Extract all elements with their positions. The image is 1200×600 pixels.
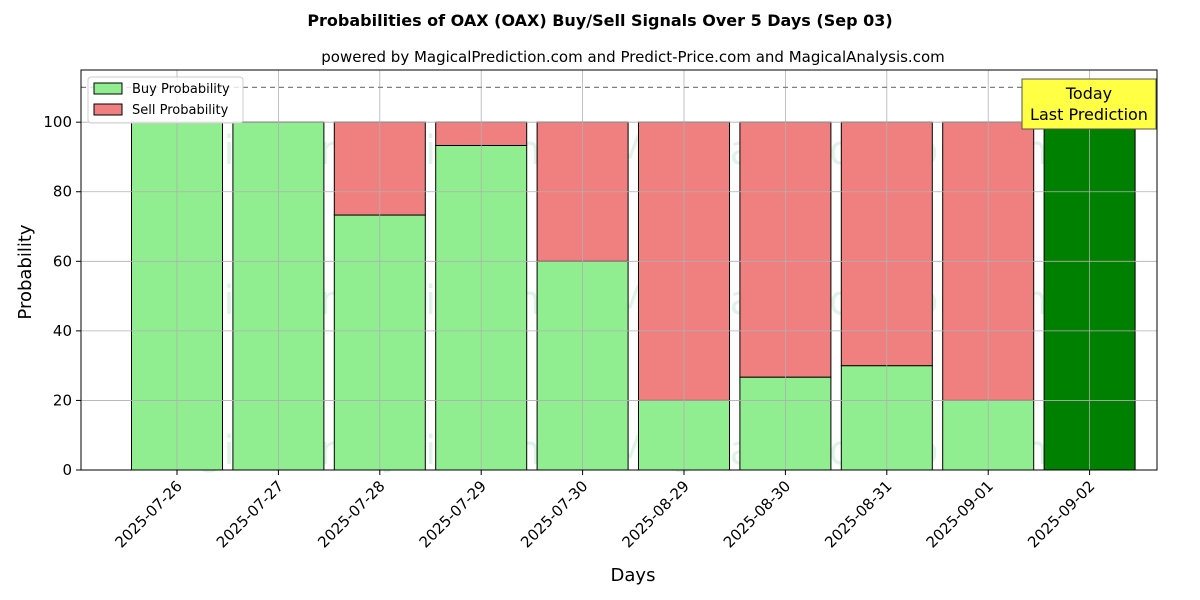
x-tick-label-2025-07-30: 2025-07-30 [517,477,591,551]
y-axis-ticks: 0 20 40 60 80 100 [43,113,81,479]
y-tick-label-40: 40 [53,322,72,340]
today-annotation: Today Last Prediction [1021,78,1157,130]
y-tick-label-20: 20 [53,391,72,409]
legend-swatch-buy [93,82,123,95]
legend: Buy Probability Sell Probability [87,76,244,124]
plot-frame [80,69,1158,471]
x-tick-label-2025-08-29: 2025-08-29 [618,477,692,551]
annotation-line-last-prediction: Last Prediction [1030,105,1148,124]
x-tick-label-2025-09-01: 2025-09-01 [923,477,997,551]
y-tick-label-60: 60 [53,252,72,270]
chart-subtitle: powered by MagicalPrediction.com and Pre… [321,48,945,66]
x-axis-ticks: 2025-07-26 2025-07-27 2025-07-28 2025-07-29… [111,470,1098,551]
x-tick-label-2025-07-27: 2025-07-27 [213,477,287,551]
chart-title: Probabilities of OAX (OAX) Buy/Sell Sign… [307,11,892,30]
y-tick-label-80: 80 [53,183,72,201]
legend-box [87,76,244,124]
x-tick-label-2025-09-02: 2025-09-02 [1024,477,1098,551]
annotation-line-today: Today [1065,84,1112,103]
x-axis-label: Days [611,565,656,586]
legend-label-sell: Sell Probability [132,103,229,118]
y-tick-label-100: 100 [43,113,72,131]
y-axis-label: Probability [15,224,36,319]
x-tick-label-2025-07-29: 2025-07-29 [416,477,490,551]
x-tick-label-2025-08-31: 2025-08-31 [821,477,895,551]
legend-swatch-sell [93,103,123,116]
y-tick-label-0: 0 [62,461,72,479]
annotation-box [1021,78,1157,130]
x-tick-label-2025-07-28: 2025-07-28 [314,477,388,551]
x-tick-label-2025-07-26: 2025-07-26 [111,477,185,551]
x-tick-label-2025-08-30: 2025-08-30 [720,477,794,551]
legend-label-buy: Buy Probability [132,82,230,97]
